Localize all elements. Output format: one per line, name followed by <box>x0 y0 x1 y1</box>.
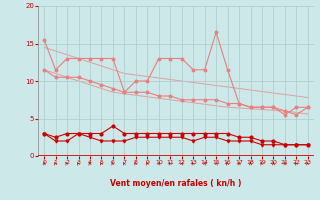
X-axis label: Vent moyen/en rafales ( kn/h ): Vent moyen/en rafales ( kn/h ) <box>110 179 242 188</box>
